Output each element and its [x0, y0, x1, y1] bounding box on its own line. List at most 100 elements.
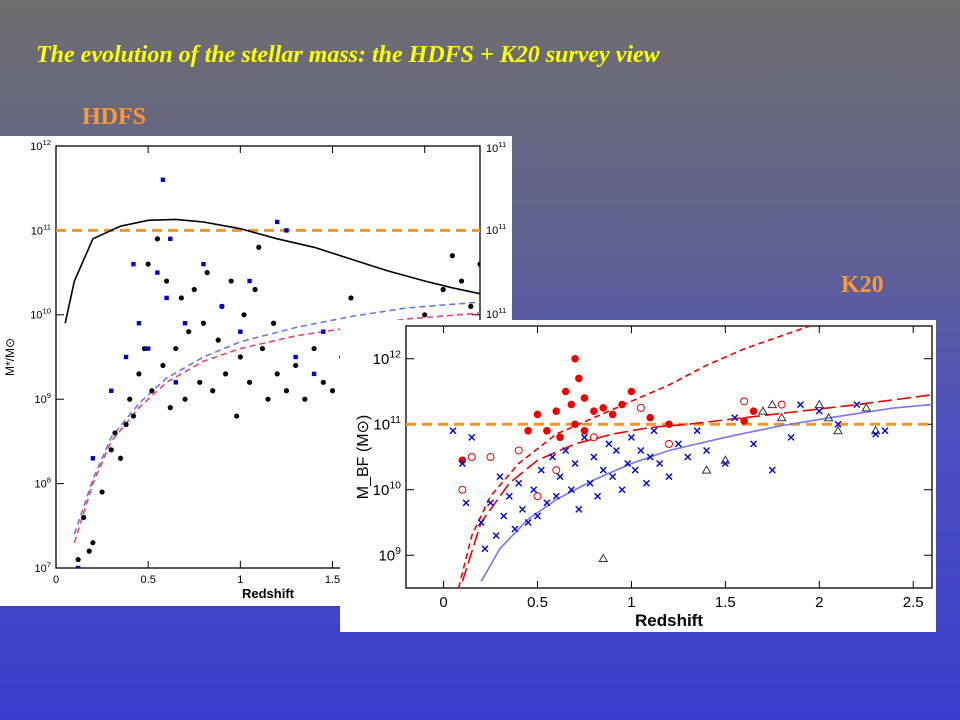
hdfs-blue-square-point — [160, 177, 166, 182]
k20-blue-cross-point — [650, 427, 658, 435]
k20-ylabel: M_BF (M⊙) — [355, 415, 372, 500]
hdfs-black-dot-point — [228, 278, 234, 284]
hdfs-ytick-label: 109 — [34, 391, 51, 406]
k20-blue-cross-point — [556, 473, 564, 481]
hdfs-black-dot-point — [164, 278, 170, 284]
hdfs-chart: 00.511.521071081091010101110121011101110… — [3, 138, 506, 601]
hdfs-black-dot-point — [86, 548, 92, 554]
k20-red-circle-point — [458, 485, 467, 494]
hdfs-black-dot-point — [136, 371, 142, 377]
hdfs-black-dot-point — [234, 413, 240, 419]
k20-red-dot-point — [590, 407, 598, 415]
k20-blue-cross-point — [594, 492, 602, 500]
k20-red-circle-point — [636, 403, 645, 412]
k20-black-triangle-point — [758, 406, 768, 415]
k20-blue-cross-point — [492, 532, 500, 540]
slide-title: The evolution of the stellar mass: the H… — [36, 42, 660, 68]
hdfs-black-dot-point — [320, 379, 326, 385]
k20-blue-cross-point — [580, 433, 588, 441]
hdfs-black-dot-point — [141, 345, 148, 352]
k20-black-triangle-point — [598, 553, 609, 563]
k20-ytick-label: 109 — [378, 545, 401, 565]
hdfs-black-dot-point — [223, 371, 229, 377]
k20-xtick-label: 0 — [439, 594, 447, 611]
k20-red-dot-point — [567, 400, 576, 409]
k20-red-circle-point — [589, 433, 598, 442]
k20-blue-cross-point — [637, 446, 645, 454]
hdfs-black-dot-point — [173, 345, 179, 352]
hdfs-black-dot-point — [274, 371, 280, 377]
k20-blue-cross-point — [537, 466, 545, 474]
hdfs-right-tick-label: 1011 — [486, 306, 506, 321]
k20-blue-cross-point — [642, 479, 650, 487]
hdfs-black-dot-point — [200, 320, 207, 326]
hdfs-black-dot-point — [210, 388, 216, 394]
k20-blue-cross-point — [656, 460, 664, 468]
hdfs-black-dot-point — [440, 286, 446, 293]
hdfs-xtick-label: 1 — [237, 574, 243, 586]
k20-red-circle-point — [740, 397, 749, 406]
k20-blue-cross-point — [721, 460, 729, 468]
hdfs-ytick-label: 1011 — [31, 222, 51, 237]
hdfs-black-dot-point — [160, 362, 166, 369]
hdfs-black-dot-point — [458, 278, 465, 284]
k20-red-circle-point — [665, 439, 673, 448]
hdfs-black-dot-point — [256, 244, 262, 250]
hdfs-black-dot-point — [246, 379, 253, 385]
k20-blue-cross-point — [530, 486, 538, 494]
k20-model-line-1 — [457, 326, 813, 588]
k20-black-triangle-point — [767, 399, 778, 409]
hdfs-ytick-label: 108 — [34, 476, 51, 491]
k20-red-dot-point — [749, 407, 758, 415]
hdfs-blue-square-point — [123, 354, 129, 360]
k20-blue-cross-point — [481, 545, 489, 553]
hdfs-ytick-label: 1012 — [30, 138, 51, 153]
k20-xtick-label: 0.5 — [527, 594, 548, 611]
hdfs-blue-square-point — [275, 219, 280, 225]
k20-black-triangle-point — [861, 402, 872, 412]
hdfs-black-dot-point — [186, 329, 192, 335]
hdfs-blue-square-point — [168, 236, 173, 242]
hdfs-black-dot-point — [329, 388, 336, 394]
hdfs-model-line-1 — [64, 218, 480, 324]
k20-blue-cross-point — [534, 512, 541, 520]
hdfs-blue-square-point — [321, 329, 326, 334]
hdfs-plot-area — [56, 177, 480, 568]
hdfs-blue-square-point — [201, 261, 206, 267]
hdfs-xlabel: Redshift — [242, 586, 295, 601]
hdfs-blue-square-point — [145, 346, 151, 351]
k20-blue-cross-point — [524, 519, 532, 526]
k20-red-dot-point — [575, 374, 583, 383]
k20-blue-cross-point — [511, 525, 519, 533]
k20-blue-cross-point — [543, 499, 551, 507]
k20-plot-area — [406, 326, 932, 588]
k20-red-dot-point — [646, 413, 655, 422]
k20-blue-cross-point — [605, 440, 613, 448]
hdfs-blue-square-point — [247, 278, 252, 284]
k20-blue-cross-point — [703, 446, 711, 454]
hdfs-blue-square-point — [293, 354, 298, 360]
k20-xtick-label: 1.5 — [715, 594, 736, 611]
k20-blue-cross-point — [590, 453, 598, 461]
k20-blue-cross-point — [627, 433, 635, 441]
k20-blue-cross-point — [515, 479, 523, 487]
k20-frame — [405, 325, 933, 589]
k20-blue-cross-point — [477, 519, 485, 526]
hdfs-blue-square-point — [131, 261, 136, 267]
hdfs-black-dot-point — [348, 295, 354, 301]
k20-red-circle-point — [467, 453, 476, 461]
hdfs-blue-square-point — [155, 270, 160, 275]
k20-red-circle-point — [514, 446, 523, 455]
hdfs-black-dot-point — [259, 345, 266, 352]
k20-blue-cross-point — [853, 401, 861, 409]
hdfs-blue-square-point — [136, 321, 142, 326]
k20-blue-cross-point — [612, 446, 620, 454]
k20-label: K20 — [841, 272, 884, 298]
k20-xtick-label: 2.5 — [903, 594, 924, 611]
k20-blue-cross-point — [881, 427, 889, 435]
k20-black-triangle-point — [701, 465, 712, 474]
k20-red-dot-point — [524, 427, 532, 435]
hdfs-blue-square-point — [173, 380, 179, 385]
hdfs-black-dot-point — [191, 286, 197, 293]
k20-ytick-label: 1010 — [373, 479, 402, 499]
